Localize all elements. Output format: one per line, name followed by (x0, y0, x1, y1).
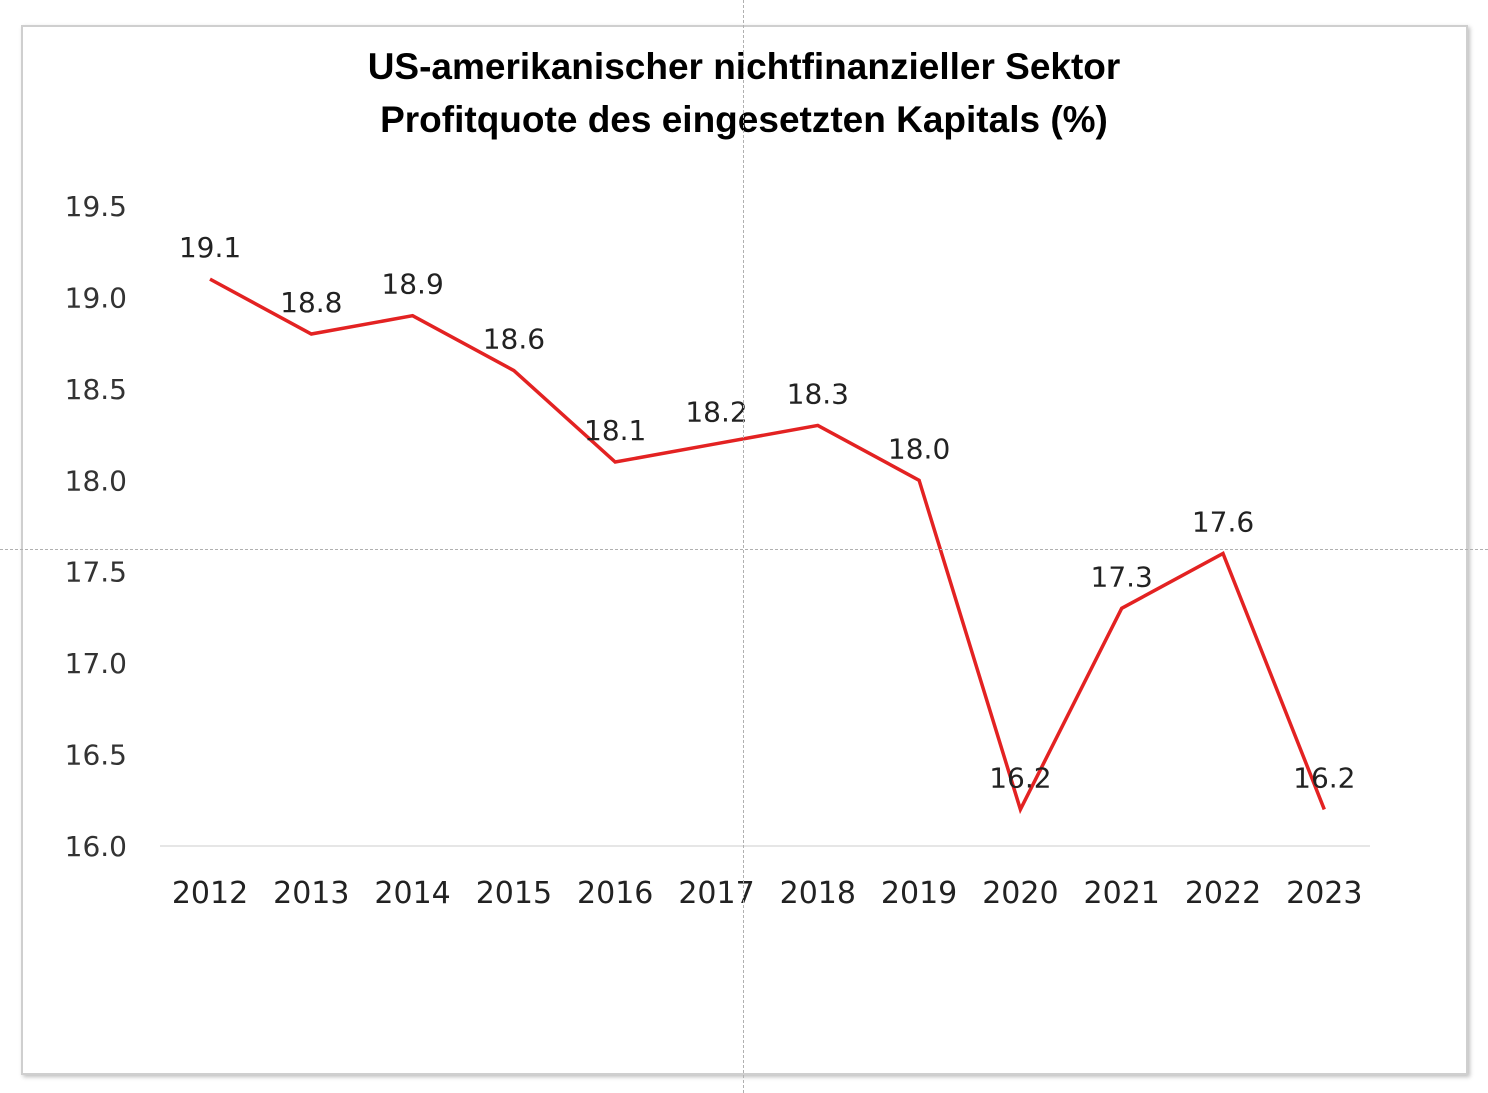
data-label: 18.0 (888, 432, 950, 465)
chart-frame (21, 25, 1468, 1075)
data-label: 18.6 (483, 323, 545, 356)
x-tick-label: 2017 (678, 876, 754, 911)
x-tick-label: 2019 (881, 876, 957, 911)
x-tick-label: 2012 (172, 876, 248, 911)
x-tick-label: 2021 (1084, 876, 1160, 911)
data-label: 18.2 (685, 396, 747, 429)
data-label: 18.9 (381, 268, 443, 301)
x-tick-label: 2015 (476, 876, 552, 911)
x-tick-label: 2022 (1185, 876, 1261, 911)
x-tick-label: 2016 (577, 876, 653, 911)
y-tick-label: 16.0 (65, 830, 127, 863)
chart-title-line-2: Profitquote des eingesetzten Kapitals (%… (380, 99, 1108, 140)
y-tick-label: 19.5 (65, 190, 127, 223)
x-tick-label: 2013 (273, 876, 349, 911)
x-tick-label: 2020 (982, 876, 1058, 911)
data-label: 17.6 (1192, 505, 1254, 538)
y-tick-label: 19.0 (65, 281, 127, 314)
data-label: 17.3 (1091, 560, 1153, 593)
data-label: 18.3 (787, 377, 849, 410)
chart-title-line-1: US-amerikanischer nichtfinanzieller Sekt… (367, 46, 1121, 87)
guide-line-horizontal (0, 549, 1488, 550)
y-tick-label: 17.5 (65, 556, 127, 589)
x-tick-label: 2018 (780, 876, 856, 911)
data-label: 18.8 (280, 286, 342, 319)
series-line (209, 277, 1326, 815)
y-tick-label: 18.5 (65, 373, 127, 406)
x-tick-label: 2023 (1286, 876, 1362, 911)
data-label: 18.1 (584, 414, 646, 447)
x-tick-label: 2014 (374, 876, 450, 911)
y-tick-label: 16.5 (65, 739, 127, 772)
guide-line-vertical (743, 0, 744, 1093)
data-label: 16.2 (989, 761, 1051, 794)
data-label: 16.2 (1293, 761, 1355, 794)
data-label: 19.1 (179, 231, 241, 264)
y-tick-label: 18.0 (65, 464, 127, 497)
chart-title: US-amerikanischer nichtfinanzieller Sekt… (0, 40, 1488, 146)
y-tick-label: 17.0 (65, 647, 127, 680)
